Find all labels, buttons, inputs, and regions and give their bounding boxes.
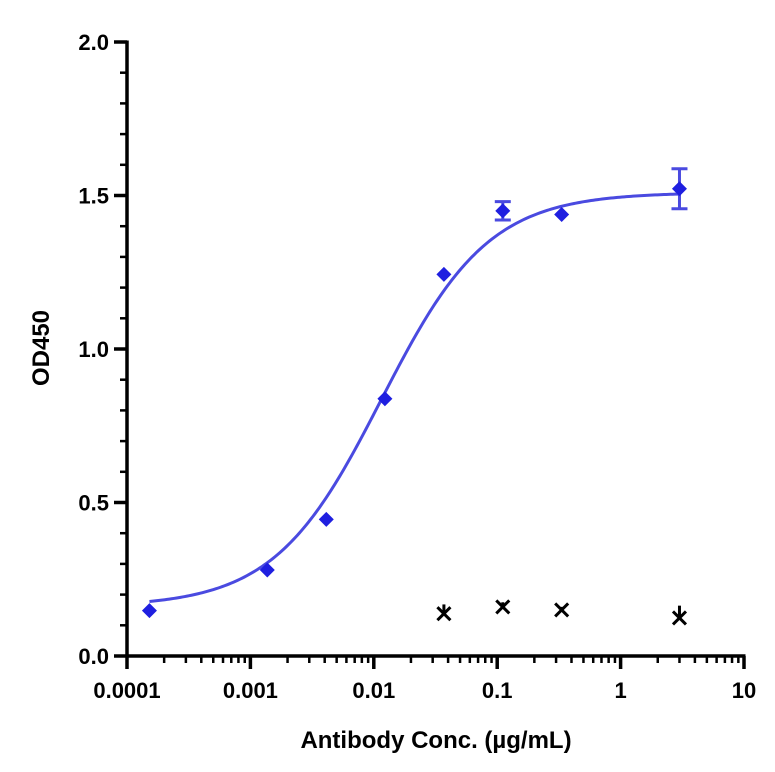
diamond-point <box>436 266 452 282</box>
diamond-point <box>318 511 334 527</box>
x-tick-label: 0.001 <box>223 678 278 703</box>
diamond-point <box>554 207 570 223</box>
x-axis-title: Antibody Conc. (µg/mL) <box>300 727 571 754</box>
cross-point <box>495 599 511 615</box>
fit-curve <box>149 192 680 603</box>
fit-curve-group <box>149 192 680 603</box>
x-tick-label: 10 <box>732 678 756 703</box>
y-axis-title: OD450 <box>28 310 55 386</box>
diamond-point <box>671 181 687 197</box>
y-tick-label: 0.0 <box>78 644 109 669</box>
diamond-point <box>495 203 511 219</box>
axes: 0.0 0.5 1.0 1.5 2.0 0.0001 0.001 0.01 0.1 1 10 <box>78 30 756 703</box>
diamond-point <box>259 562 275 578</box>
y-tick-label: 0.5 <box>78 491 109 516</box>
x-tick-label: 0.0001 <box>93 678 160 703</box>
y-tick-label: 2.0 <box>78 30 109 55</box>
cross-point <box>671 610 688 626</box>
x-tick-label: 1 <box>614 678 626 703</box>
y-tick-label: 1.5 <box>78 184 109 209</box>
data-points <box>141 167 688 626</box>
x-tick-label: 0.1 <box>482 678 513 703</box>
diamond-point <box>377 391 393 407</box>
y-tick-label: 1.0 <box>78 337 109 362</box>
cross-point <box>554 602 570 618</box>
x-tick-label: 0.01 <box>352 678 395 703</box>
cross-point <box>436 606 452 622</box>
diamond-point <box>141 603 157 619</box>
